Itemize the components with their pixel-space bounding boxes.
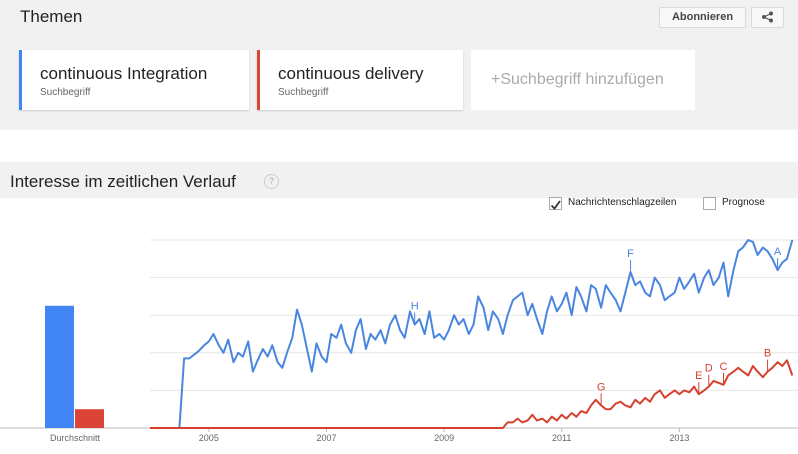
add-term[interactable]: +Suchbegriff hinzufügen bbox=[471, 50, 695, 110]
section-header bbox=[0, 162, 798, 198]
trend-line bbox=[150, 359, 794, 429]
term-type: Suchbegriff bbox=[278, 87, 329, 98]
term-card[interactable]: continuous Integration Suchbegriff bbox=[19, 50, 249, 110]
average-bar bbox=[75, 409, 104, 428]
help-icon[interactable]: ? bbox=[264, 174, 279, 189]
panel-title: Themen bbox=[20, 7, 83, 26]
x-tick-label: 2009 bbox=[434, 433, 454, 443]
section-title: Interesse im zeitlichen Verlauf bbox=[10, 172, 236, 191]
annotation-label: B bbox=[764, 348, 771, 360]
chart: 2005 2007 2009 2011 2013 Durchschnitt H F A G ED C B bbox=[0, 239, 798, 443]
forecast-checkbox[interactable] bbox=[703, 197, 716, 210]
x-tick-label: 2007 bbox=[316, 433, 336, 443]
annotation-label: C bbox=[720, 361, 728, 373]
share-button[interactable] bbox=[751, 7, 784, 28]
annotation-label: A bbox=[774, 246, 782, 258]
annotation-label: D bbox=[705, 363, 713, 375]
annotation-label: F bbox=[627, 248, 634, 260]
term-card[interactable]: continuous delivery Suchbegriff bbox=[257, 50, 463, 110]
news-checkbox[interactable] bbox=[549, 197, 562, 210]
average-label: Durchschnitt bbox=[50, 433, 101, 443]
subscribe-button[interactable]: Abonnieren bbox=[659, 7, 746, 28]
forecast-label: Prognose bbox=[722, 197, 765, 208]
check-mark bbox=[550, 200, 561, 210]
trend-line bbox=[150, 239, 794, 429]
average-bar bbox=[45, 305, 74, 428]
news-label: Nachrichtenschlagzeilen bbox=[568, 197, 677, 208]
term-name: continuous delivery bbox=[278, 64, 424, 83]
annotation-label: G bbox=[597, 381, 606, 393]
x-tick-label: 2005 bbox=[199, 433, 219, 443]
annotation-label: E bbox=[695, 370, 702, 382]
term-name: continuous Integration bbox=[40, 64, 208, 83]
share-icon bbox=[761, 11, 773, 23]
x-tick-label: 2013 bbox=[669, 433, 689, 443]
x-tick-label: 2011 bbox=[552, 433, 571, 443]
annotation-label: H bbox=[411, 301, 419, 313]
term-type: Suchbegriff bbox=[40, 87, 91, 98]
